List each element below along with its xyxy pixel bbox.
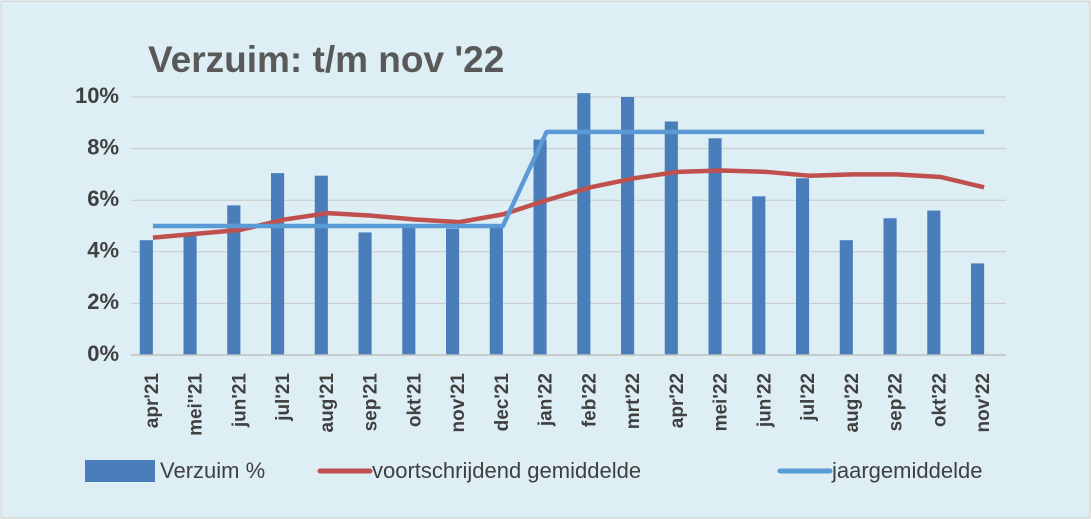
bar [358, 232, 372, 355]
bar [839, 240, 853, 355]
y-tick-label: 8% [87, 134, 119, 159]
x-tick-label: okt'22 [929, 373, 950, 427]
legend-swatch [85, 460, 155, 482]
x-tick-label: jun'21 [229, 373, 250, 429]
x-tick-label: dec'21 [492, 373, 513, 432]
x-tick-label: jul'22 [798, 373, 819, 422]
y-tick-label: 2% [87, 289, 119, 314]
line [152, 168, 985, 240]
bar [533, 139, 547, 355]
x-tick-label: jan'22 [536, 373, 557, 427]
bar [708, 138, 722, 355]
y-tick-label: 4% [87, 238, 119, 263]
x-tick-label: aug'21 [317, 373, 338, 433]
bar [621, 97, 635, 355]
line [152, 129, 985, 229]
bar [664, 121, 678, 355]
x-tick-label: sep'22 [886, 373, 907, 431]
bar [314, 175, 328, 355]
bar [271, 173, 285, 355]
x-tick-label: jul'21 [273, 373, 294, 422]
x-tick-label: okt'21 [404, 373, 425, 428]
bar [577, 93, 591, 355]
bar [971, 263, 985, 355]
x-tick-label: aug'22 [842, 373, 863, 432]
bar [927, 210, 941, 355]
legend-label: voortschrijdend gemiddelde [372, 458, 641, 483]
x-tick-label: nov'22 [973, 373, 994, 432]
bar [446, 228, 460, 355]
legend-label: jaargemiddelde [831, 458, 982, 483]
x-tick-label: jun'22 [754, 373, 775, 428]
x-tick-label: sep'21 [361, 373, 382, 432]
legend-label: Verzuim % [160, 458, 265, 483]
y-tick-label: 6% [87, 186, 119, 211]
x-tick-label: mei'22 [711, 373, 732, 431]
bar [402, 226, 416, 355]
x-tick-label: feb'22 [579, 373, 600, 427]
x-tick-label: mrt'22 [623, 373, 644, 429]
chart-title: Verzuim: t/m nov '22 [148, 39, 504, 80]
y-tick-label: 0% [87, 341, 119, 366]
bar [489, 227, 503, 355]
x-tick-label: apr'22 [667, 373, 688, 428]
x-tick-label: apr'21 [142, 373, 163, 429]
bar [796, 178, 810, 355]
x-tick-label: nov'21 [448, 373, 469, 433]
bar [227, 205, 241, 355]
y-tick-label: 10% [75, 83, 119, 108]
x-tick-label: mei''21 [186, 373, 207, 436]
bar [139, 240, 153, 355]
bar [883, 218, 897, 355]
bar [752, 196, 766, 355]
bar [183, 233, 197, 355]
